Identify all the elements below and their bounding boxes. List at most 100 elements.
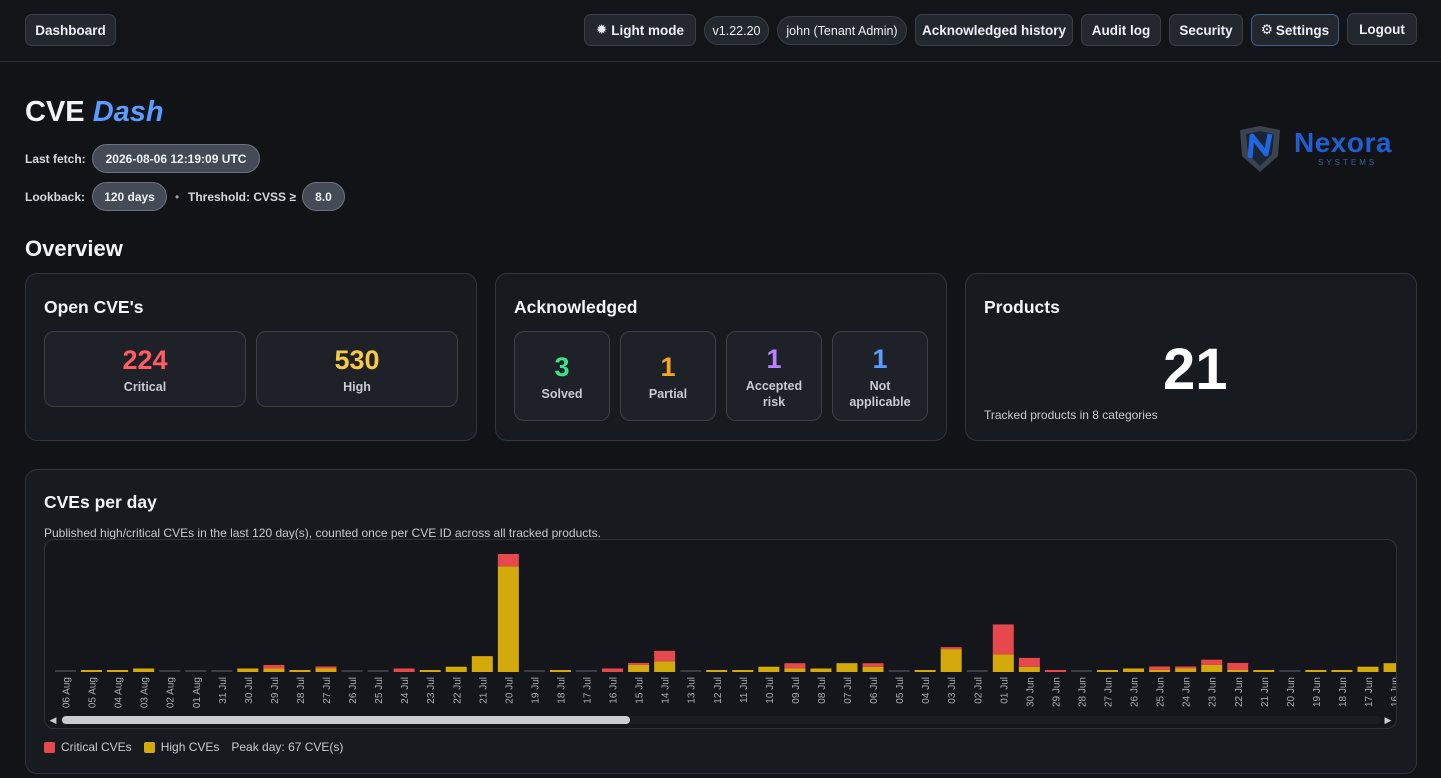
high-bar[interactable] [445,666,467,672]
high-bar[interactable] [1201,664,1223,672]
critical-bar[interactable] [497,554,519,567]
critical-bar[interactable] [992,624,1014,655]
high-bar[interactable] [263,668,285,672]
scroll-right-icon[interactable]: ▶ [1384,714,1392,725]
chart-horizontal-scrollbar[interactable]: ◀ ▶ [44,713,1397,727]
high-bar[interactable] [810,668,832,672]
critical-bar[interactable] [602,668,624,672]
critical-bar[interactable] [393,668,415,672]
high-bar[interactable] [1253,670,1275,672]
high-bar[interactable] [1357,666,1379,672]
high-bar[interactable] [1123,668,1145,672]
high-label: High [343,380,371,394]
title-main: CVE [25,96,85,128]
solved-stat[interactable]: 3 Solved [514,331,610,421]
acknowledged-card: Acknowledged 3 Solved 1 Partial 1 Accept… [495,273,947,441]
high-bar[interactable] [992,654,1014,672]
high-bar[interactable] [914,670,936,672]
high-bar[interactable] [81,670,103,672]
high-bar[interactable] [654,661,676,672]
legend-critical: Critical CVEs [61,740,132,754]
user-badge[interactable]: john (Tenant Admin) [777,16,907,45]
critical-bar[interactable] [1227,662,1249,670]
critical-stat[interactable]: 224 Critical [44,331,246,407]
high-bar[interactable] [315,668,337,672]
high-bar[interactable] [549,670,571,672]
x-tick-label: 22 Jul [452,677,463,704]
page-title: CVE Dash [25,96,164,129]
threshold-value: 8.0 [315,189,332,204]
partial-stat[interactable]: 1 Partial [620,331,716,421]
empty-bar [576,670,597,672]
empty-bar [966,670,988,672]
settings-button[interactable]: ⚙ Settings [1251,14,1339,46]
critical-bar[interactable] [1201,659,1223,665]
high-bar[interactable] [732,670,754,672]
logout-button[interactable]: Logout [1347,13,1417,45]
high-bar[interactable] [1097,670,1118,672]
accepted-risk-label-2: risk [762,395,786,409]
scroll-left-icon[interactable]: ◀ [49,714,57,725]
high-bar[interactable] [784,668,806,672]
dashboard-button[interactable]: Dashboard [25,14,116,46]
cves-per-day-subtitle: Published high/critical CVEs in the last… [44,526,601,540]
high-bar[interactable] [107,670,129,672]
logout-label: Logout [1359,21,1405,37]
critical-bar[interactable] [1044,670,1066,672]
critical-bar[interactable] [1018,657,1040,667]
scroll-track[interactable] [60,716,1381,724]
critical-bar[interactable] [940,647,962,650]
x-tick-label: 01 Aug [192,677,203,708]
critical-bar[interactable] [263,664,285,669]
light-mode-button[interactable]: ✹ Light mode [584,14,696,46]
open-cves-title: Open CVE's [44,297,144,317]
accepted-risk-stat[interactable]: 1 Accepted risk [726,331,822,421]
critical-bar[interactable] [628,662,650,665]
x-tick-label: 23 Jun [1208,677,1219,707]
critical-bar[interactable] [654,650,676,662]
audit-log-button[interactable]: Audit log [1081,14,1161,46]
critical-bar[interactable] [1175,666,1197,669]
high-bar[interactable] [1383,663,1397,672]
critical-bar[interactable] [315,666,337,669]
high-bar[interactable] [1175,668,1197,672]
threshold-chip: 8.0 [302,182,345,211]
security-button[interactable]: Security [1169,14,1243,46]
high-bar[interactable] [1331,670,1353,672]
last-fetch-chip: 2026-08-06 12:19:09 UTC [92,144,260,173]
scroll-thumb[interactable] [62,716,630,724]
high-bar[interactable] [758,666,780,672]
high-bar[interactable] [1227,670,1249,672]
high-bar[interactable] [1305,670,1327,672]
cves-per-day-chart: 06 Aug 05 Aug 04 Aug 03 Aug 02 Aug 01 Aug 31 J… [44,539,1397,729]
acknowledged-history-button[interactable]: Acknowledged history [915,14,1073,46]
high-bar[interactable] [289,670,311,672]
critical-bar[interactable] [784,663,806,669]
x-tick-label: 13 Jul [687,677,698,704]
accepted-risk-label-1: Accepted [745,379,803,393]
not-applicable-stat[interactable]: 1 Not applicable [832,331,928,421]
high-bar[interactable] [419,670,441,672]
empty-bar [211,670,233,672]
cves-per-day-chart-svg: 06 Aug 05 Aug 04 Aug 03 Aug 02 Aug 01 Aug 31 J… [55,554,1397,708]
x-tick-label: 05 Jul [895,677,906,704]
high-bar[interactable] [836,663,858,672]
lookback-value: 120 days [104,189,155,204]
high-bar[interactable] [1149,670,1171,672]
high-bar[interactable] [471,656,493,672]
high-bar[interactable] [497,566,519,672]
products-card[interactable]: Products [965,273,1417,441]
critical-count: 224 [122,345,168,375]
critical-bar[interactable] [862,663,884,667]
high-bar[interactable] [133,668,155,672]
high-bar[interactable] [940,649,962,672]
critical-bar[interactable] [1149,666,1171,670]
high-bar[interactable] [1018,666,1040,672]
critical-label: Critical [123,380,167,394]
high-bar[interactable] [237,668,259,672]
high-bar[interactable] [862,666,884,672]
high-bar[interactable] [628,664,650,672]
high-stat[interactable]: 530 High [256,331,458,407]
high-bar[interactable] [706,670,728,672]
x-tick-label: 15 Jul [635,677,646,704]
